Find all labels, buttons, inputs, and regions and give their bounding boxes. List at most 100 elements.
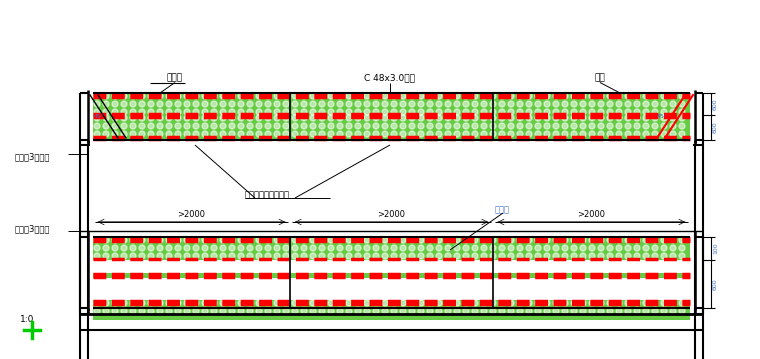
Circle shape	[238, 123, 244, 129]
Circle shape	[238, 300, 244, 306]
Circle shape	[454, 237, 460, 243]
Circle shape	[193, 109, 199, 115]
Circle shape	[670, 101, 676, 107]
Circle shape	[418, 109, 424, 115]
Circle shape	[283, 131, 289, 137]
Circle shape	[355, 115, 361, 121]
Circle shape	[175, 237, 181, 243]
Circle shape	[346, 131, 352, 137]
Text: C 48x3.0钙管: C 48x3.0钙管	[365, 73, 416, 82]
Circle shape	[247, 93, 253, 99]
Circle shape	[184, 115, 190, 121]
Circle shape	[535, 109, 541, 115]
Circle shape	[679, 123, 685, 129]
Circle shape	[652, 93, 658, 99]
Circle shape	[94, 245, 100, 251]
Circle shape	[211, 109, 217, 115]
Circle shape	[337, 123, 343, 129]
Circle shape	[283, 245, 289, 251]
Circle shape	[328, 245, 334, 251]
Circle shape	[274, 123, 280, 129]
Circle shape	[301, 237, 307, 243]
Circle shape	[445, 123, 451, 129]
Circle shape	[553, 245, 559, 251]
Circle shape	[607, 109, 613, 115]
Circle shape	[121, 101, 127, 107]
Circle shape	[508, 308, 514, 314]
Circle shape	[112, 308, 118, 314]
Circle shape	[562, 109, 568, 115]
Circle shape	[202, 123, 208, 129]
Circle shape	[112, 115, 118, 121]
Circle shape	[490, 109, 496, 115]
Circle shape	[679, 109, 685, 115]
Circle shape	[409, 253, 415, 259]
Circle shape	[310, 109, 316, 115]
Circle shape	[436, 300, 442, 306]
Circle shape	[247, 308, 253, 314]
Circle shape	[256, 308, 262, 314]
Circle shape	[238, 308, 244, 314]
Circle shape	[265, 253, 271, 259]
Circle shape	[346, 115, 352, 121]
Circle shape	[319, 115, 325, 121]
Circle shape	[265, 245, 271, 251]
Circle shape	[481, 93, 487, 99]
Circle shape	[427, 123, 433, 129]
Circle shape	[328, 123, 334, 129]
Circle shape	[355, 308, 361, 314]
Circle shape	[463, 308, 469, 314]
Circle shape	[94, 101, 100, 107]
Circle shape	[346, 245, 352, 251]
Circle shape	[445, 115, 451, 121]
Circle shape	[382, 237, 388, 243]
Circle shape	[445, 237, 451, 243]
Circle shape	[391, 101, 397, 107]
Circle shape	[202, 101, 208, 107]
Circle shape	[166, 237, 172, 243]
Circle shape	[283, 123, 289, 129]
Circle shape	[121, 123, 127, 129]
Circle shape	[247, 253, 253, 259]
Circle shape	[607, 123, 613, 129]
Circle shape	[184, 93, 190, 99]
Circle shape	[310, 115, 316, 121]
Circle shape	[544, 237, 550, 243]
Circle shape	[481, 115, 487, 121]
Circle shape	[562, 308, 568, 314]
Circle shape	[157, 101, 163, 107]
Circle shape	[517, 109, 523, 115]
Circle shape	[292, 131, 298, 137]
Circle shape	[346, 93, 352, 99]
Circle shape	[139, 253, 145, 259]
Text: >2000: >2000	[578, 210, 606, 219]
Circle shape	[643, 123, 649, 129]
Circle shape	[238, 93, 244, 99]
Circle shape	[499, 109, 505, 115]
Circle shape	[166, 101, 172, 107]
Circle shape	[571, 115, 577, 121]
Circle shape	[175, 93, 181, 99]
Circle shape	[625, 131, 631, 137]
Circle shape	[400, 237, 406, 243]
Circle shape	[175, 131, 181, 137]
Circle shape	[580, 237, 586, 243]
Circle shape	[589, 300, 595, 306]
Circle shape	[391, 123, 397, 129]
Circle shape	[526, 253, 532, 259]
Circle shape	[310, 131, 316, 137]
Circle shape	[517, 131, 523, 137]
Circle shape	[625, 123, 631, 129]
Circle shape	[229, 101, 235, 107]
Circle shape	[157, 253, 163, 259]
Circle shape	[409, 115, 415, 121]
Circle shape	[634, 101, 640, 107]
Circle shape	[112, 123, 118, 129]
Circle shape	[589, 115, 595, 121]
Circle shape	[643, 237, 649, 243]
Circle shape	[319, 245, 325, 251]
Circle shape	[427, 245, 433, 251]
Circle shape	[391, 109, 397, 115]
Circle shape	[256, 131, 262, 137]
Circle shape	[508, 109, 514, 115]
